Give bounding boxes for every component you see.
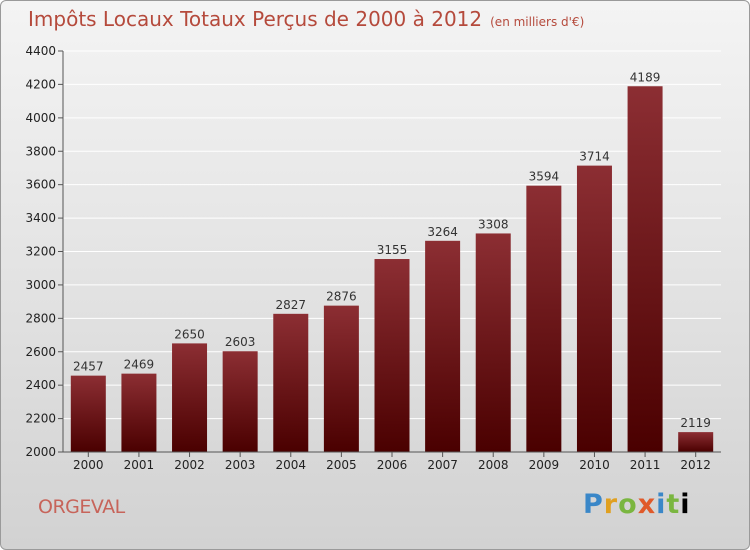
- y-tick-label: 2200: [25, 412, 56, 426]
- bar-2011: [627, 86, 663, 453]
- brand-letter: x: [637, 489, 657, 520]
- bar-2012: [678, 432, 714, 452]
- bar-2005: [323, 305, 359, 452]
- bar-2009: [526, 185, 562, 452]
- x-tick-label-2011: 2011: [630, 458, 661, 472]
- x-tick-label-2009: 2009: [529, 458, 560, 472]
- x-tick-label-2001: 2001: [124, 458, 155, 472]
- data-label-2003: 2603: [225, 335, 256, 349]
- y-tick-label: 2000: [25, 445, 56, 459]
- commune-name: ORGEVAL: [38, 496, 125, 518]
- x-tick-label-2006: 2006: [377, 458, 408, 472]
- y-tick-label: 4200: [25, 77, 56, 91]
- data-label-2009: 3594: [529, 170, 560, 184]
- y-tick-label: 4400: [25, 44, 56, 58]
- bar-2000: [70, 375, 106, 452]
- x-axis-ticks: 2000 2001 2002 2003 2004 2005 2006 2007 2008 2009…: [73, 452, 711, 472]
- chart-title-text: Impôts Locaux Totaux Perçus de 2000 à 20…: [28, 7, 483, 31]
- data-label-2005: 2876: [326, 290, 357, 304]
- data-label-2010: 3714: [579, 150, 610, 164]
- chart-title: Impôts Locaux Totaux Perçus de 2000 à 20…: [28, 7, 584, 31]
- data-label-2000: 2457: [73, 360, 104, 374]
- y-tick-label: 2400: [25, 378, 56, 392]
- data-label-2007: 3264: [427, 225, 458, 239]
- x-tick-label-2008: 2008: [478, 458, 509, 472]
- chart-subtitle: (en milliers d'€): [490, 15, 585, 29]
- y-tick-label: 3200: [25, 245, 56, 259]
- x-tick-label-2002: 2002: [174, 458, 205, 472]
- bar-2004: [273, 313, 309, 452]
- y-tick-label: 3000: [25, 278, 56, 292]
- bars-group: [70, 86, 714, 453]
- x-tick-label-2007: 2007: [427, 458, 458, 472]
- data-label-2002: 2650: [174, 327, 205, 341]
- y-tick-label: 2800: [25, 311, 56, 325]
- bar-2008: [475, 233, 511, 452]
- brand-letter: P: [583, 489, 604, 520]
- y-tick-label: 3800: [25, 144, 56, 158]
- brand-letter: i: [680, 489, 691, 520]
- bar-2001: [121, 373, 157, 452]
- y-tick-label: 2600: [25, 345, 56, 359]
- bar-2007: [425, 240, 461, 452]
- x-tick-label-2003: 2003: [225, 458, 256, 472]
- y-tick-label: 3600: [25, 178, 56, 192]
- y-axis-ticks: 2000 2200 2400 2600 2800 3000 3200 3400 3600 3800…: [25, 44, 63, 459]
- x-tick-label-2005: 2005: [326, 458, 357, 472]
- brand-letter: t: [666, 489, 681, 520]
- brand-letter: i: [656, 489, 667, 520]
- x-tick-label-2000: 2000: [73, 458, 104, 472]
- x-tick-label-2004: 2004: [275, 458, 306, 472]
- data-label-2006: 3155: [377, 243, 408, 257]
- data-label-2004: 2827: [275, 298, 306, 312]
- y-tick-label: 4000: [25, 111, 56, 125]
- data-label-2001: 2469: [124, 358, 155, 372]
- data-label-2011: 4189: [630, 70, 661, 84]
- brand-letter: r: [603, 489, 619, 520]
- bar-2006: [374, 259, 410, 452]
- bar-2003: [222, 351, 258, 452]
- data-label-2008: 3308: [478, 217, 509, 231]
- bar-2002: [172, 343, 208, 452]
- brand-letter: o: [618, 489, 638, 520]
- x-tick-label-2010: 2010: [579, 458, 610, 472]
- y-tick-label: 3400: [25, 211, 56, 225]
- x-tick-label-2012: 2012: [680, 458, 711, 472]
- data-label-2012: 2119: [680, 416, 711, 430]
- bar-2010: [576, 165, 612, 452]
- brand-logo: Proxiti: [583, 489, 691, 520]
- data-labels-group: 2457 2469 2650 2603 2827 2876 3155 3264 3308 3594…: [73, 70, 711, 430]
